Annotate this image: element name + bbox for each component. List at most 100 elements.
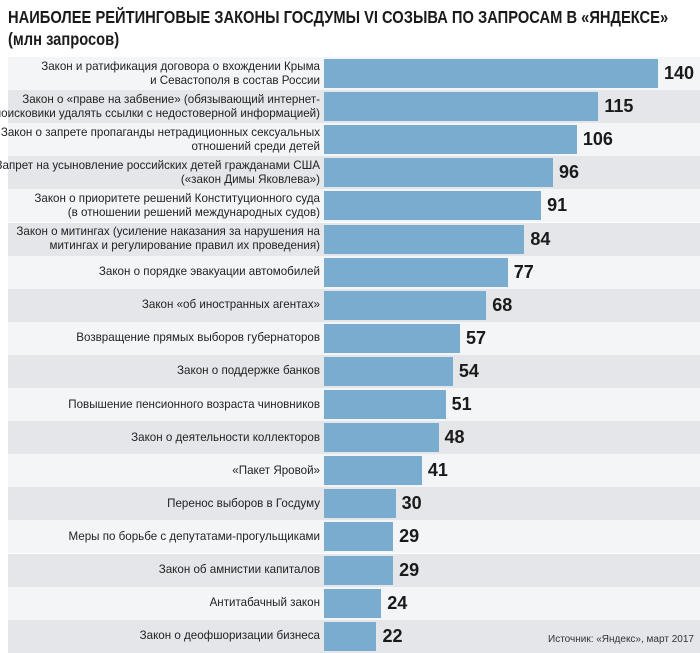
value-label: 51 (451, 394, 472, 414)
category-label-line: Закон о деятельности коллекторов (131, 430, 320, 444)
chart-title: НАИБОЛЕЕ РЕЙТИНГОВЫЕ ЗАКОНЫ ГОСДУМЫ VI С… (8, 7, 669, 27)
category-label-line: Закон об амнистии капиталов (158, 563, 320, 576)
category-label-line: и Севастополя в состав России (150, 73, 320, 87)
category-label-line: Возвращение прямых выборов губернаторов (76, 331, 320, 345)
value-label: 96 (559, 162, 580, 183)
bar-row: Закон «об иностранных агентах» 68 (8, 288, 700, 322)
category-label: Закон о деофшоризации бизнеса (0, 620, 320, 653)
category-label-line: Закон о митингах (усиление наказания за … (16, 225, 320, 238)
category-label-line: Закон о приоритете решений Конституционн… (34, 191, 320, 205)
value-label: 48 (444, 427, 465, 448)
category-label: Закон о приоритете решений Конституционн… (0, 189, 320, 222)
bar-row: Перенос выборов в Госдуму 30 (8, 487, 700, 521)
category-label-line: митингах и регулирование правил их прове… (49, 239, 320, 252)
bar (324, 158, 554, 188)
category-label-line: Повышение пенсионного возраста чиновнико… (68, 397, 320, 411)
category-label: Закон об амнистии капиталов (0, 554, 320, 587)
bar-row: Закон о порядке эвакуации автомобилей 77 (8, 255, 700, 289)
value-label: 57 (465, 327, 487, 348)
category-label: Повышение пенсионного возраста чиновнико… (0, 388, 320, 421)
bar (324, 423, 439, 453)
category-label-line: Закон о «праве на забвение» (обязывающий… (22, 92, 320, 106)
bar (324, 390, 446, 419)
category-label-line: Закон о деофшоризации бизнеса (139, 629, 320, 643)
bar-row: «Пакет Яровой» 41 (8, 454, 700, 488)
bar-row: Меры по борьбе с депутатами-прогульщикам… (8, 520, 700, 554)
category-label-line: (в отношении решений международных судов… (67, 205, 320, 219)
bar-row: Антитабачный закон 24 (8, 586, 700, 620)
category-label-line: Запрет на усыновление российских детей г… (0, 158, 320, 172)
category-label: Закон о «праве на забвение» (обязывающий… (0, 90, 320, 123)
category-label-line: отношений среди детей (191, 139, 320, 153)
category-label: Закон о деятельности коллекторов (0, 421, 320, 454)
category-label: Закон «об иностранных агентах» (0, 289, 320, 322)
category-label-line: («закон Димы Яковлева») (180, 172, 320, 186)
category-label: Закон о запрете пропаганды нетрадиционны… (0, 123, 320, 156)
bar (324, 456, 422, 486)
category-label: Закон о поддержке банков (0, 355, 320, 388)
category-label: Закон о порядке эвакуации автомобилей (0, 256, 320, 289)
bar-row: Повышение пенсионного возраста чиновнико… (8, 388, 700, 421)
category-label: Перенос выборов в Госдуму (0, 487, 320, 520)
bar (324, 588, 382, 618)
category-label: Запрет на усыновление российских детей г… (0, 156, 320, 189)
category-label: Закон о митингах (усиление наказания за … (0, 223, 320, 256)
bar-row: Закон о поддержке банков 54 (8, 354, 700, 388)
bar-row: Закон о приоритете решений Конституционн… (8, 189, 700, 223)
category-label-line: поисковики удалять ссылки с недостоверно… (0, 106, 320, 120)
category-label: Возвращение прямых выборов губернаторов (0, 322, 320, 355)
category-label-line: Меры по борьбе с депутатами-прогульщикам… (68, 529, 320, 543)
bar-row: Возвращение прямых выборов губернаторов 5… (8, 321, 700, 355)
category-label-line: Антитабачный закон (209, 596, 320, 610)
bar-row: Закон о «праве на забвение» (обязывающий… (0, 90, 700, 124)
bar (324, 522, 394, 552)
value-label: 115 (604, 96, 634, 117)
value-label: 30 (401, 493, 422, 514)
category-label-line: Перенос выборов в Госдуму (167, 496, 320, 510)
bar (324, 356, 453, 386)
value-label: 29 (399, 559, 420, 580)
category-label-line: Закон и ратификация договора о вхождении… (41, 59, 320, 73)
category-label: «Пакет Яровой» (0, 454, 320, 487)
bar (324, 92, 599, 122)
bar (324, 125, 577, 155)
category-label: Меры по борьбе с депутатами-прогульщикам… (0, 520, 320, 553)
source-note: Источник: «Яндекс», март 2017 (548, 634, 694, 645)
category-label-line: Закон о запрете пропаганды нетрадиционны… (0, 125, 320, 139)
value-label: 41 (427, 460, 448, 481)
category-label: Антитабачный закон (0, 587, 320, 620)
value-label: 22 (382, 625, 403, 646)
bar-row: Закон о митингах (усиление наказания за … (8, 222, 700, 256)
value-label: 84 (530, 228, 551, 249)
bar-row: Закон о деятельности коллекторов 48 (8, 421, 700, 455)
value-label: 54 (458, 360, 479, 381)
category-label-line: Закон о порядке эвакуации автомобилей (98, 265, 320, 279)
bar (324, 621, 377, 651)
chart-title-block: НАИБОЛЕЕ РЕЙТИНГОВЫЕ ЗАКОНЫ ГОСДУМЫ VI С… (8, 6, 668, 50)
bar-row: Запрет на усыновление российских детей г… (0, 156, 700, 190)
chart-subtitle: (млн запросов) (8, 29, 120, 49)
bar-row: Закон и ратификация договора о вхождении… (8, 57, 700, 90)
value-label: 29 (399, 526, 420, 547)
bar (324, 489, 396, 519)
category-label-line: «Пакет Яровой» (232, 463, 320, 477)
bar-row: Закон об амнистии капиталов 29 (8, 553, 700, 587)
bar (324, 224, 525, 254)
category-label-line: Закон о поддержке банков (177, 364, 320, 378)
bar (324, 290, 487, 320)
value-label: 91 (547, 195, 568, 216)
bar (324, 257, 508, 287)
bar (324, 59, 658, 88)
bar-row: Закон о деофшоризации бизнеса 22 (8, 619, 700, 653)
category-label: Закон и ратификация договора о вхождении… (0, 57, 320, 90)
value-label: 140 (664, 63, 695, 83)
value-label: 106 (582, 129, 613, 150)
value-label: 68 (492, 294, 513, 315)
bar (324, 555, 394, 585)
bar-row: Закон о запрете пропаганды нетрадиционны… (1, 123, 700, 157)
bar (324, 191, 542, 221)
value-label: 24 (387, 592, 408, 613)
bar (324, 323, 460, 353)
value-label: 77 (513, 261, 534, 282)
category-label-line: Закон «об иностранных агентах» (141, 298, 320, 312)
